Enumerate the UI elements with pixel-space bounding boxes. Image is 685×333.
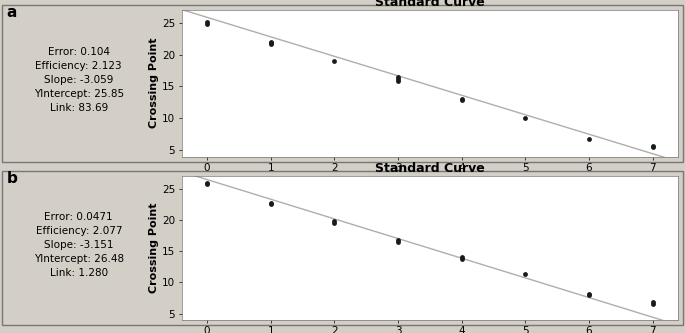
Text: a: a bbox=[7, 5, 17, 20]
Text: Error: 0.0471
Efficiency: 2.077
Slope: -3.151
YIntercept: 26.48
Link: 1.280: Error: 0.0471 Efficiency: 2.077 Slope: -… bbox=[34, 212, 124, 278]
Text: Error: 0.104
Efficiency: 2.123
Slope: -3.059
YIntercept: 25.85
Link: 83.69: Error: 0.104 Efficiency: 2.123 Slope: -3… bbox=[34, 47, 124, 113]
Text: b: b bbox=[7, 171, 18, 186]
